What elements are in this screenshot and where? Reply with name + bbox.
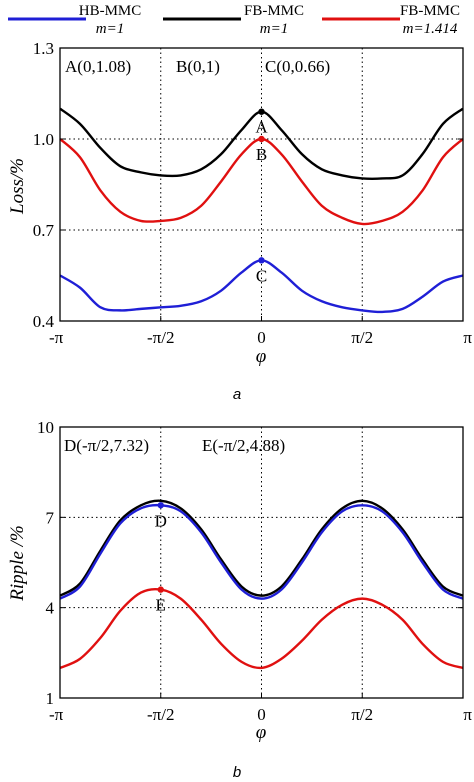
marker-point-b <box>258 135 265 143</box>
marker-point-d <box>157 502 164 509</box>
y-tick-label: 10 <box>37 418 54 437</box>
legend-entry-2-sub: m=1 <box>260 21 288 37</box>
marker-label-d: D <box>155 511 167 530</box>
marker-label-c: C <box>256 266 267 285</box>
x-tick-label: -π <box>49 705 64 724</box>
panel-b-points: DE <box>155 502 167 615</box>
panel-a-xlabel: φ <box>256 346 267 367</box>
legend-entry-1-title: HB-MMC <box>79 3 142 19</box>
legend-entry-2-title: FB-MMC <box>244 3 304 19</box>
marker-label-a: A <box>255 118 268 137</box>
annotation-d: D(-π/2,7.32) <box>64 436 149 455</box>
panel-a-xticks: -π -π/2 0 π/2 π <box>49 316 472 347</box>
marker-point-c <box>258 257 265 264</box>
panel-a-points: AB C <box>255 108 268 285</box>
series-line-3 <box>59 587 464 670</box>
annotation-e: E(-π/2,4.88) <box>202 436 285 455</box>
x-tick-label: π <box>463 705 472 724</box>
panel-b-grid <box>60 427 463 698</box>
y-tick-label: 1.3 <box>33 39 54 58</box>
annotation-b: B(0,1) <box>176 57 220 76</box>
x-tick-label: -π/2 <box>147 328 174 347</box>
y-tick-label: 0.4 <box>33 312 55 331</box>
y-tick-label: 7 <box>46 508 55 527</box>
series-line-1 <box>59 499 464 597</box>
legend: HB-MMC m=1 FB-MMC m=1 FB-MMC m=1.414 <box>8 3 460 37</box>
x-tick-label: π/2 <box>351 328 373 347</box>
annotation-c: C(0,0.66) <box>265 57 330 76</box>
x-tick-label: 0 <box>257 328 266 347</box>
marker-point-a <box>258 108 265 115</box>
x-tick-label: -π/2 <box>147 705 174 724</box>
annotation-a: A(0,1.08) <box>65 57 131 76</box>
legend-entry-3-sub: m=1.414 <box>403 21 458 37</box>
y-tick-label: 1.0 <box>33 130 54 149</box>
panel-a-grid <box>60 48 463 321</box>
panel-b-yticks: 1 4 7 10 <box>37 418 463 708</box>
panel-b-series <box>59 499 464 670</box>
marker-label-e: E <box>156 596 166 615</box>
legend-entry-3-title: FB-MMC <box>400 3 460 19</box>
panel-b-xticks: -π -π/2 0 π/2 π <box>49 693 472 724</box>
y-tick-label: 1 <box>46 689 55 708</box>
marker-label-b: B <box>256 145 267 164</box>
panel-a: 0.4 0.7 1.0 1.3 -π -π/2 0 π/2 π AB C A(0,1.08) B… <box>7 39 472 403</box>
x-tick-label: -π <box>49 328 64 347</box>
panel-b-caption: b <box>233 764 241 781</box>
panel-a-ylabel: Loss/% <box>7 158 28 215</box>
panel-a-caption: a <box>233 386 241 403</box>
panel-b-xlabel: φ <box>256 722 267 743</box>
x-tick-label: π/2 <box>351 705 373 724</box>
panel-a-yticks: 0.4 0.7 1.0 1.3 <box>33 39 463 331</box>
legend-entry-1-sub: m=1 <box>96 21 124 37</box>
series-line-2 <box>59 503 464 600</box>
y-tick-label: 4 <box>46 599 55 618</box>
y-tick-label: 0.7 <box>33 221 55 240</box>
x-tick-label: 0 <box>257 705 266 724</box>
panel-b-ylabel: Ripple /% <box>7 525 28 601</box>
x-tick-label: π <box>463 328 472 347</box>
marker-point-e <box>157 586 164 593</box>
